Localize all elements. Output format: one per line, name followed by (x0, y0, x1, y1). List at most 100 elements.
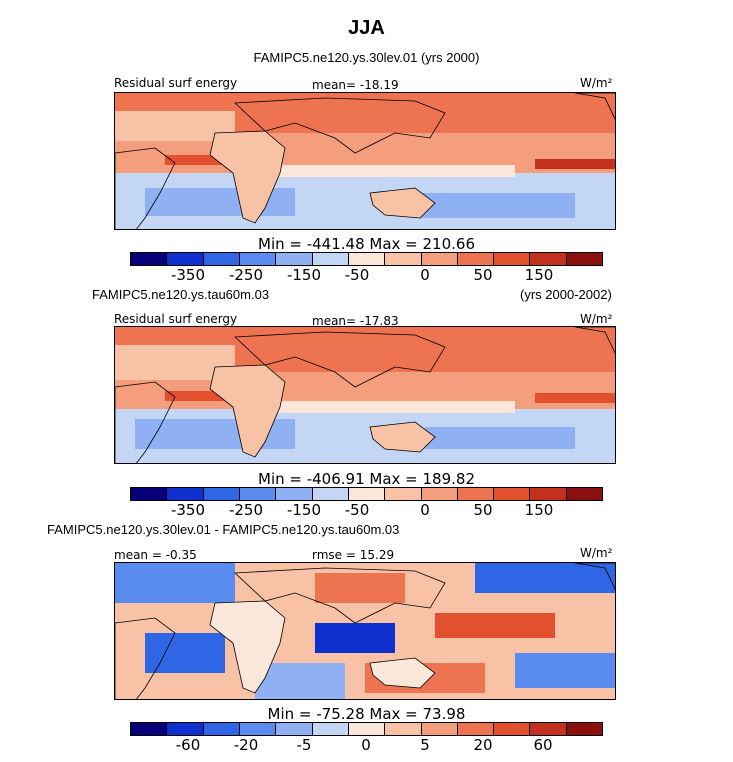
cbar3-swatch (312, 723, 349, 735)
cbar3-swatch (131, 723, 168, 735)
cbar3-swatch (203, 723, 240, 735)
panel1-field-south-atl (145, 188, 295, 216)
panel2-tick: -150 (286, 501, 322, 519)
panel2-field-pac-itcz (535, 393, 615, 403)
panel3-coast-australia (369, 657, 436, 689)
panel2-title-left: FAMIPC5.ne120.ys.tau60m.03 (92, 287, 270, 302)
cbar3-swatch (385, 723, 422, 735)
panel3-field-n-red (315, 573, 405, 603)
cbar2-swatch (530, 488, 567, 500)
figure-title: JJA (348, 17, 385, 39)
cbar3-swatch (276, 723, 313, 735)
cbar3-swatch (167, 723, 204, 735)
cbar1-swatch (566, 253, 603, 265)
panel2-tick: 50 (473, 501, 493, 519)
panel1-colorbar (130, 252, 603, 266)
panel2-map-svg (115, 327, 615, 463)
panel3-field-nw-blue (115, 563, 235, 603)
cbar2-swatch (167, 488, 204, 500)
panel1-tick: -50 (344, 266, 370, 284)
panel1-variable-label: Residual surf energy (114, 76, 238, 90)
panel3-tick: 5 (420, 736, 430, 754)
panel3-coast-africa (209, 600, 286, 694)
panel3-rmse: rmse = 15.29 (312, 548, 395, 562)
panel3-coast-eurasia (234, 567, 446, 624)
panel1-coast-eurasia (234, 97, 446, 154)
cbar2-swatch (385, 488, 422, 500)
cbar1-swatch (385, 253, 422, 265)
panel3-tick: 0 (361, 736, 371, 754)
panel1-tick: -150 (286, 266, 322, 284)
panel3-title: FAMIPC5.ne120.ys.30lev.01 - FAMIPC5.ne12… (47, 522, 400, 537)
panel3-minmax: Min = -75.28 Max = 73.98 (267, 705, 466, 723)
panel3-units: W/m² (580, 546, 613, 560)
panel1-mean: mean= -18.19 (312, 78, 399, 92)
panel2-title-right: (yrs 2000-2002) (520, 287, 612, 302)
panel1-tick: 0 (420, 266, 430, 284)
panel2-coast-africa (209, 364, 286, 458)
panel2-field-atl-itcz (165, 391, 235, 401)
cbar1-swatch (348, 253, 386, 265)
panel3-tick: -60 (175, 736, 201, 754)
panel3-field-se-blue (515, 653, 615, 688)
panel3-mean: mean = -0.35 (114, 548, 197, 562)
panel2-mean: mean= -17.83 (312, 314, 399, 328)
panel1-tick: -250 (228, 266, 264, 284)
panel2-tick: -250 (228, 501, 264, 519)
panel2-field-south-pac (425, 427, 575, 449)
cbar2-swatch (457, 488, 495, 500)
panel3-coast-namerica (574, 563, 615, 590)
cbar3-swatch (494, 723, 531, 735)
panel1-title: FAMIPC5.ne120.ys.30lev.01 (yrs 2000) (253, 50, 480, 65)
panel2-coast-namerica (574, 327, 615, 354)
cbar3-swatch (421, 723, 458, 735)
cbar3-swatch (239, 723, 277, 735)
cbar2-swatch (348, 488, 386, 500)
cbar2-swatch (276, 488, 313, 500)
panel2-tick: -350 (170, 501, 206, 519)
panel3-map-svg (115, 563, 615, 699)
panel2-coast-eurasia (234, 331, 446, 388)
panel2-units: W/m² (580, 312, 613, 326)
panel1-minmax: Min = -441.48 Max = 210.66 (258, 235, 475, 253)
cbar2-swatch (203, 488, 240, 500)
panel3-colorbar (130, 722, 603, 736)
panel2-tick: 0 (420, 501, 430, 519)
cbar3-swatch (348, 723, 386, 735)
panel3-field-pac-red (435, 613, 555, 638)
panel1-coast-samerica (115, 147, 176, 229)
cbar1-swatch (312, 253, 349, 265)
cbar1-swatch (276, 253, 313, 265)
cbar2-swatch (239, 488, 277, 500)
panel1-tick: 150 (524, 266, 554, 284)
panel2-tick: -50 (344, 501, 370, 519)
cbar1-swatch (494, 253, 531, 265)
cbar2-swatch (494, 488, 531, 500)
panel3-field-s-blue (255, 663, 345, 699)
panel1-tick: 50 (473, 266, 493, 284)
panel2-tick: 150 (524, 501, 554, 519)
panel1-field-south-pac (415, 193, 575, 218)
cbar3-swatch (530, 723, 567, 735)
cbar1-swatch (457, 253, 495, 265)
panel1-map (114, 92, 616, 230)
panel3-tick: -20 (233, 736, 259, 754)
cbar1-swatch (421, 253, 458, 265)
cbar3-swatch (457, 723, 495, 735)
panel3-tick: 60 (533, 736, 553, 754)
panel3-coast-samerica (115, 617, 176, 699)
panel3-field-ne-blue (475, 563, 615, 593)
cbar1-swatch (203, 253, 240, 265)
cbar1-swatch (239, 253, 277, 265)
panel1-coast-africa (209, 130, 286, 224)
cbar2-swatch (131, 488, 168, 500)
cbar1-swatch (530, 253, 567, 265)
panel2-coast-australia (369, 421, 436, 453)
panel1-field-band (265, 165, 515, 177)
panel3-field-sw-blue (145, 633, 225, 673)
panel3-field-io-blue (315, 623, 395, 653)
panel1-field-atl-itcz (165, 155, 235, 165)
panel3-tick: 20 (473, 736, 493, 754)
panel1-field-pac-itcz (535, 159, 615, 169)
panel2-field-band (265, 401, 515, 413)
